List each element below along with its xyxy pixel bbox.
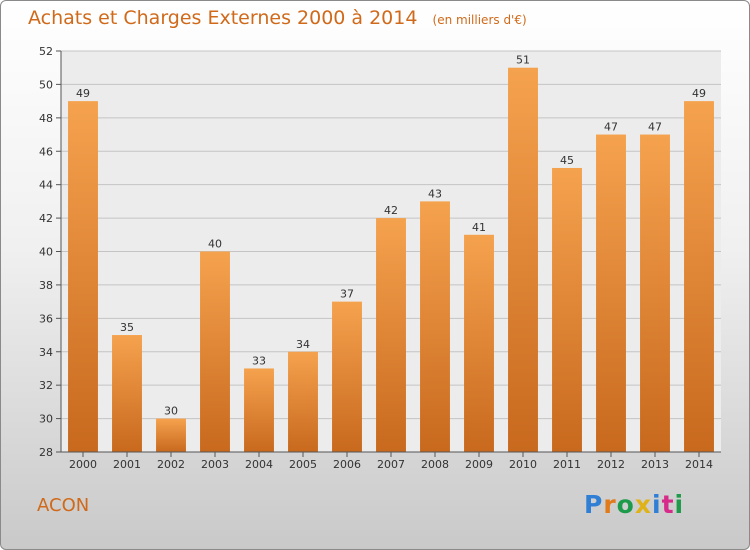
data-label: 34 [296,338,310,351]
brand-letter: x [634,490,652,519]
data-label: 43 [428,187,442,200]
y-tick-label: 42 [39,212,53,225]
bar [68,101,98,452]
x-tick-label: 2014 [685,458,713,471]
x-tick-label: 2007 [377,458,405,471]
brand-letter: o [616,490,635,519]
brand-letter: r [603,490,617,519]
data-label: 33 [252,354,266,367]
y-tick-label: 28 [39,446,53,459]
data-label: 49 [692,87,706,100]
data-label: 47 [604,121,618,134]
y-tick-label: 50 [39,78,53,91]
brand-letter: i [674,490,685,519]
data-label: 41 [472,221,486,234]
y-tick-label: 30 [39,413,53,426]
brand-letter: t [661,490,675,519]
y-tick-label: 46 [39,145,53,158]
x-tick-label: 2013 [641,458,669,471]
brand-logo: Proxiti [584,490,684,519]
bar [332,301,362,452]
y-tick-label: 44 [39,179,53,192]
y-tick-label: 32 [39,379,53,392]
data-label: 37 [340,288,354,301]
title-row: Achats et Charges Externes 2000 à 2014 (… [28,7,527,29]
bar [508,67,538,452]
chart-unit: (en milliers d'€) [432,13,527,27]
y-tick-label: 40 [39,246,53,259]
bar [200,251,230,452]
data-label: 40 [208,238,222,251]
y-axis: 28 30 32 34 36 38 40 42 44 46 48 50 52 [39,45,62,459]
x-tick-label: 2003 [201,458,229,471]
x-tick-label: 2000 [69,458,97,471]
chart-title: Achats et Charges Externes 2000 à 2014 [28,7,418,29]
bar [464,234,494,452]
x-axis: 2000 2001 2002 2003 2004 2005 2006 2007 2008 2009… [61,451,721,471]
data-label: 47 [648,121,662,134]
bar [640,134,670,452]
x-tick-label: 2011 [553,458,581,471]
bar [596,134,626,452]
data-label: 42 [384,204,398,217]
bar [552,167,582,453]
bar [288,351,318,452]
bar [420,201,450,452]
data-label: 30 [164,405,178,418]
x-tick-label: 2008 [421,458,449,471]
brand-letter: P [584,490,604,519]
y-tick-label: 48 [39,112,53,125]
x-tick-label: 2001 [113,458,141,471]
bar [156,418,186,452]
data-label: 49 [76,87,90,100]
x-tick-label: 2005 [289,458,317,471]
y-tick-label: 38 [39,279,53,292]
bar [112,335,142,452]
x-tick-label: 2012 [597,458,625,471]
y-tick-label: 34 [39,346,53,359]
bar [244,368,274,452]
bars [68,67,714,453]
x-tick-label: 2010 [509,458,537,471]
data-label: 35 [120,321,134,334]
x-tick-label: 2006 [333,458,361,471]
data-label: 45 [560,154,574,167]
data-label: 51 [516,54,530,67]
y-tick-label: 52 [39,45,53,58]
brand-letter: i [652,490,662,519]
data-labels: 49 35 30 40 33 34 37 42 43 41 51 45 47 47 49 [76,54,706,418]
x-tick-label: 2004 [245,458,273,471]
x-tick-label: 2002 [157,458,185,471]
bar [684,101,714,452]
x-tick-label: 2009 [465,458,493,471]
y-tick-label: 36 [39,312,53,325]
bar [376,218,406,452]
commune-name: ACON [37,495,90,516]
